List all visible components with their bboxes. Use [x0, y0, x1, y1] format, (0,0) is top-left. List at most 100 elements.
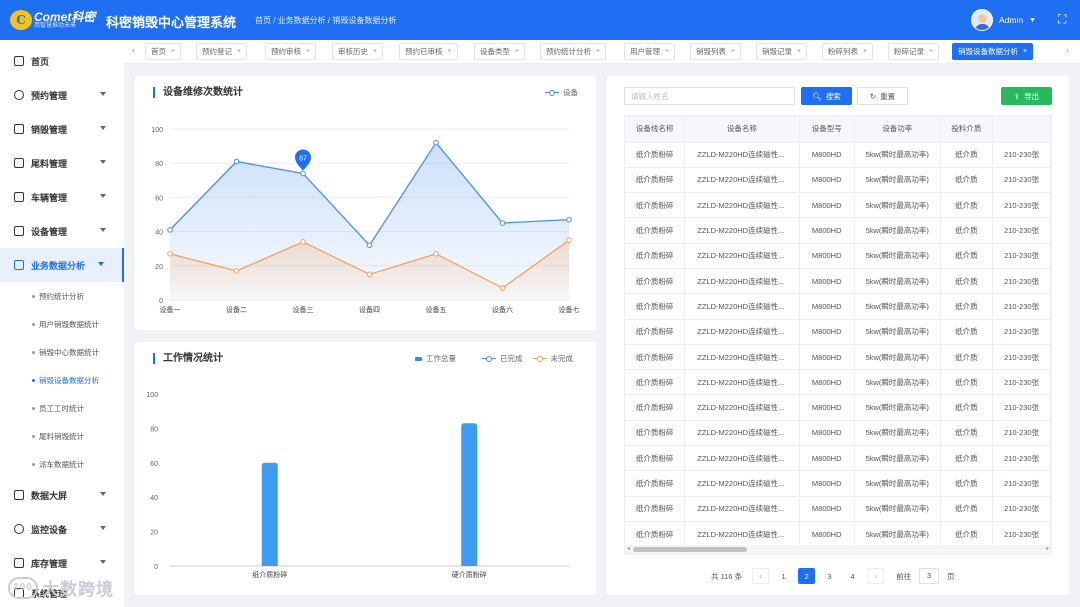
sidebar-item-home[interactable]: 首页 [0, 44, 124, 78]
tab-label: 预约已审核 [405, 47, 443, 56]
repair-chart-legend[interactable]: 设备 [545, 87, 578, 98]
table-row[interactable]: 纸介质粉碎 ZZLD-M220HD连续磁性... M800HD 5kw(瞬时最高功率)… [625, 142, 1051, 168]
close-icon[interactable]: × [373, 48, 378, 55]
close-icon[interactable]: × [515, 48, 520, 55]
close-icon[interactable]: × [863, 48, 868, 55]
close-icon[interactable]: × [665, 48, 670, 55]
avatar[interactable] [970, 9, 993, 31]
sidebar-subitem-dispatch-stats[interactable]: 派车数据统计 [0, 450, 124, 478]
page-button[interactable]: 4 [844, 568, 862, 584]
sidebar-item-dashboard[interactable]: 数据大屏 [0, 478, 124, 512]
sidebar-subitem-staff-hours[interactable]: 员工工时统计 [0, 394, 124, 422]
sidebar-item-analytics[interactable]: 业务数据分析 [0, 248, 124, 282]
next-page-icon[interactable]: › [867, 568, 885, 584]
reset-button[interactable]: ↻ 重置 [857, 87, 908, 105]
sidebar-item-inventory[interactable]: 库存管理 [0, 546, 124, 580]
sidebar-subitem-device-analysis[interactable]: 销毁设备数据分析 [0, 366, 124, 394]
sidebar-item-tailings[interactable]: 尾料管理 [0, 146, 124, 180]
export-button[interactable]: ⇪ 导出 [1001, 87, 1052, 105]
tabs-scroll-left-icon[interactable]: ‹ [132, 45, 135, 55]
tab-reservation-review[interactable]: 预约审核 × [265, 43, 317, 60]
table-header-cell[interactable]: 设备型号 [799, 116, 855, 143]
sidebar-item-reservation[interactable]: 预约管理 [0, 78, 124, 112]
table-row[interactable]: 纸介质粉碎 ZZLD-M220HD连续磁性... M800HD 5kw(瞬时最高功率)… [625, 445, 1051, 472]
sidebar-item-monitoring[interactable]: 监控设备 [0, 512, 124, 546]
x-tick-label: 设备七 [559, 305, 580, 314]
page-button-current[interactable]: 2 [798, 568, 816, 584]
sidebar-item-destruction[interactable]: 销毁管理 [0, 112, 124, 146]
table-row[interactable]: 纸介质粉碎 ZZLD-M220HD连续磁性... M800HD 5kw(瞬时最高功率)… [625, 420, 1051, 447]
sidebar-subitem-user-stats[interactable]: 用户销毁数据统计 [0, 310, 124, 338]
close-icon[interactable]: × [237, 48, 242, 55]
table-row[interactable]: 纸介质粉碎 ZZLD-M220HD连续磁性... M800HD 5kw(瞬时最高功率)… [625, 268, 1051, 295]
tab-review-history[interactable]: 审核历史 × [332, 43, 384, 60]
page-button[interactable]: 3 [821, 568, 839, 584]
table-header-cell[interactable]: 设备线名称 [625, 116, 686, 143]
work-chart-legend[interactable]: 工作总量 已完成 未完成 [415, 353, 573, 364]
table-row[interactable]: 纸介质粉碎 ZZLD-M220HD连续磁性... M800HD 5kw(瞬时最高功率)… [625, 319, 1051, 345]
tab-label: 销毁设备数据分析 [958, 47, 1018, 56]
legend-line-icon [532, 355, 547, 362]
tab-reservation-reviewed[interactable]: 预约已审核 × [399, 43, 458, 60]
chevron-down-icon [100, 160, 106, 164]
table-row[interactable]: 纸介质粉碎 ZZLD-M220HD连续磁性... M800HD 5kw(瞬时最高功率)… [625, 192, 1051, 219]
scrollbar-thumb[interactable] [633, 547, 747, 552]
search-button[interactable]: 🔍︎ 搜索 [801, 87, 852, 105]
sidebar-item-vehicles[interactable]: 车辆管理 [0, 180, 124, 214]
close-icon[interactable]: × [447, 48, 452, 55]
tab-shred-list[interactable]: 粉碎列表 × [822, 43, 874, 60]
breadcrumb[interactable]: 首页 / 业务数据分析 / 销毁设备数据分析 [255, 16, 397, 25]
username[interactable]: Admin [998, 15, 1024, 25]
close-icon[interactable]: × [306, 48, 311, 55]
fullscreen-icon[interactable]: ⛶ [1058, 12, 1067, 26]
truck-icon [14, 192, 24, 202]
search-input[interactable] [624, 87, 795, 105]
close-icon[interactable]: × [929, 48, 934, 55]
prev-page-icon[interactable]: ‹ [752, 568, 770, 584]
scroll-right-icon[interactable]: ▸ [1045, 546, 1049, 552]
tab-destruction-records[interactable]: 销毁记录 × [756, 43, 808, 60]
goto-page-input[interactable]: 3 [919, 568, 940, 584]
legend-label: 已完成 [500, 354, 523, 363]
tab-reservation-stats[interactable]: 预约统计分析 × [540, 43, 607, 60]
table-header-cell[interactable]: 投料介质 [940, 116, 994, 143]
sidebar-item-devices[interactable]: 设备管理 [0, 214, 124, 248]
close-icon[interactable]: × [171, 48, 176, 55]
table-row[interactable]: 纸介质粉碎 ZZLD-M220HD连续磁性... M800HD 5kw(瞬时最高功率)… [625, 217, 1051, 244]
table-row[interactable]: 纸介质粉碎 ZZLD-M220HD连续磁性... M800HD 5kw(瞬时最高功率)… [625, 344, 1051, 371]
sidebar-subitem-reservation-stats[interactable]: 预约统计分析 [0, 282, 124, 310]
table-header-cell[interactable]: 设备功率 [854, 116, 941, 143]
sidebar-subitem-center-stats[interactable]: 销毁中心数据统计 [0, 338, 124, 366]
bullet-icon [32, 462, 35, 466]
tab-home[interactable]: 首页 × [145, 43, 182, 60]
x-tick-label: 硬介质粉碎 [452, 570, 487, 579]
table-row[interactable]: 纸介质粉碎 ZZLD-M220HD连续磁性... M800HD 5kw(瞬时最高功率)… [625, 521, 1051, 548]
close-icon[interactable]: × [1023, 48, 1028, 55]
table-row[interactable]: 纸介质粉碎 ZZLD-M220HD连续磁性... M800HD 5kw(瞬时最高功率)… [625, 243, 1051, 269]
close-icon[interactable]: × [596, 48, 601, 55]
table-cell: M800HD [799, 192, 855, 219]
table-row[interactable]: 纸介质粉碎 ZZLD-M220HD连续磁性... M800HD 5kw(瞬时最高功率)… [625, 167, 1051, 194]
tab-device-analysis[interactable]: 销毁设备数据分析 × [952, 43, 1034, 60]
tab-reservation-register[interactable]: 预约登记 × [196, 43, 248, 60]
table-header-cell[interactable] [992, 116, 1051, 143]
user-menu[interactable]: Admin ▼ [970, 9, 1036, 31]
close-icon[interactable]: × [731, 48, 736, 55]
scroll-left-icon[interactable]: ◂ [627, 546, 631, 552]
tab-user-management[interactable]: 用户管理 × [624, 43, 676, 60]
page-button[interactable]: 1 [775, 568, 793, 584]
tab-shred-records[interactable]: 粉碎记录 × [888, 43, 940, 60]
table-row[interactable]: 纸介质粉碎 ZZLD-M220HD连续磁性... M800HD 5kw(瞬时最高功率)… [625, 293, 1051, 320]
tab-device-types[interactable]: 设备类型 × [474, 43, 526, 60]
chevron-down-icon[interactable]: ▼ [1029, 16, 1036, 24]
tab-destruction-list[interactable]: 销毁列表 × [690, 43, 742, 60]
table-row[interactable]: 纸介质粉碎 ZZLD-M220HD连续磁性... M800HD 5kw(瞬时最高功率)… [625, 394, 1051, 421]
table-row[interactable]: 纸介质粉碎 ZZLD-M220HD连续磁性... M800HD 5kw(瞬时最高功率)… [625, 369, 1051, 396]
sidebar-subitem-tailings-stats[interactable]: 尾料销毁统计 [0, 422, 124, 450]
horizontal-scrollbar[interactable]: ◂ ▸ [625, 545, 1051, 554]
tabs-scroll-right-icon[interactable]: › [1066, 45, 1069, 55]
table-header-cell[interactable]: 设备名称 [684, 116, 800, 143]
close-icon[interactable]: × [797, 48, 802, 55]
table-row[interactable]: 纸介质粉碎 ZZLD-M220HD连续磁性... M800HD 5kw(瞬时最高功率)… [625, 470, 1051, 497]
table-row[interactable]: 纸介质粉碎 ZZLD-M220HD连续磁性... M800HD 5kw(瞬时最高功率)… [625, 496, 1051, 522]
